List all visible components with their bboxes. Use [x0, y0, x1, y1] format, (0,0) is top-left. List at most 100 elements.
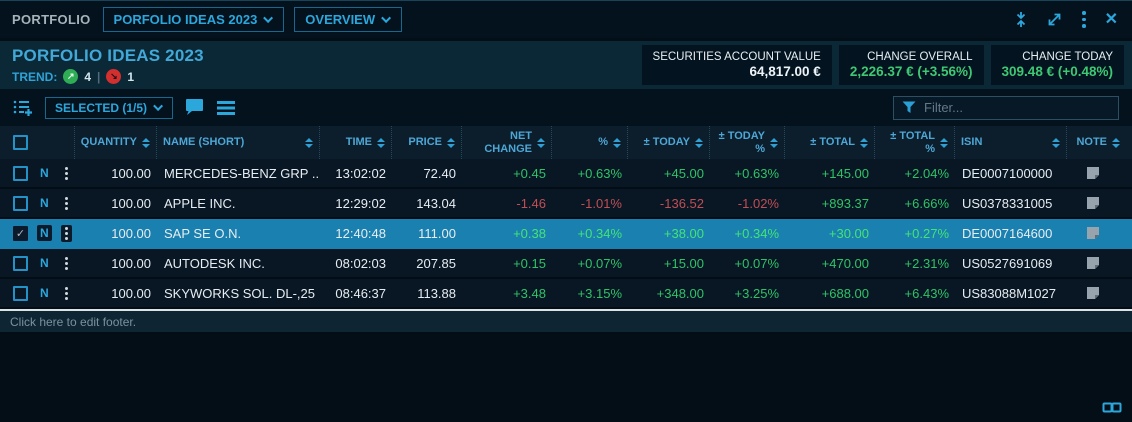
isin-cell: US0527691069: [962, 255, 1053, 271]
isin-cell: US83088M1027: [962, 285, 1056, 301]
table-row[interactable]: N 100.00 AUTODESK INC. 08:02:03 207.85 +…: [0, 249, 1132, 279]
today-cell: +15.00: [663, 255, 704, 271]
total-percent-cell: +2.31%: [904, 255, 949, 271]
col-label: NET CHANGE: [484, 130, 532, 155]
new-flag: N: [40, 196, 49, 210]
col-label: NAME (SHORT): [163, 136, 245, 149]
footer-edit-bar[interactable]: Click here to edit footer.: [0, 309, 1132, 332]
table-body: N 100.00 MERCEDES-BENZ GRP ... 13:02:02 …: [0, 159, 1132, 309]
close-icon[interactable]: ✕: [1104, 10, 1118, 28]
new-flag: N: [40, 256, 49, 270]
name-cell: MERCEDES-BENZ GRP ...: [164, 165, 320, 181]
quantity-cell: 100.00: [111, 225, 151, 241]
stat-label: CHANGE TODAY: [1022, 51, 1113, 63]
note-icon[interactable]: [1086, 166, 1100, 180]
total-percent-cell: +6.43%: [904, 285, 949, 301]
row-controls: N: [0, 189, 75, 217]
table-row[interactable]: N 100.00 APPLE INC. 12:29:02 143.04 -1.4…: [0, 189, 1132, 219]
link-windows-icon[interactable]: [1102, 401, 1122, 414]
stat-account-value: SECURITIES ACCOUNT VALUE 64,817.00 €: [641, 45, 832, 85]
stat-change-today: CHANGE TODAY 309.48 € (+0.48%): [990, 45, 1124, 85]
col-header-total[interactable]: ± TOTAL: [785, 126, 875, 159]
filter-box[interactable]: [893, 95, 1119, 120]
col-header-today[interactable]: ± TODAY: [628, 126, 710, 159]
isin-cell: DE0007164600: [962, 225, 1053, 241]
row-menu-kebab-icon[interactable]: [61, 285, 72, 302]
note-icon[interactable]: [1086, 256, 1100, 270]
selection-dropdown[interactable]: SELECTED (1/5): [45, 96, 174, 119]
net-change-cell: +0.15: [513, 255, 546, 271]
col-header-quantity[interactable]: QUANTITY: [75, 126, 157, 159]
col-header-note[interactable]: NOTE: [1067, 126, 1132, 159]
stat-label: CHANGE OVERALL: [867, 51, 973, 63]
row-checkbox-checked[interactable]: ✓: [13, 225, 28, 241]
row-checkbox[interactable]: [13, 285, 28, 301]
table-row[interactable]: N 100.00 MERCEDES-BENZ GRP ... 13:02:02 …: [0, 159, 1132, 189]
col-header-time[interactable]: TIME: [320, 126, 392, 159]
table-row[interactable]: N 100.00 SKYWORKS SOL. DL-,25 08:46:37 1…: [0, 279, 1132, 309]
row-checkbox[interactable]: [13, 165, 28, 181]
chevron-down-icon: [153, 101, 164, 112]
col-label: ± TODAY: [643, 136, 690, 149]
new-flag: N: [40, 166, 49, 180]
row-menu-kebab-icon[interactable]: [60, 224, 72, 242]
time-cell: 08:02:03: [335, 255, 386, 271]
comment-bubble-icon[interactable]: [184, 98, 205, 117]
note-icon[interactable]: [1086, 196, 1100, 210]
add-position-icon[interactable]: [12, 98, 34, 118]
row-menu-kebab-icon[interactable]: [61, 195, 72, 212]
col-header-isin[interactable]: ISIN: [955, 126, 1067, 159]
collapse-panel-icon[interactable]: [1013, 11, 1029, 28]
total-cell: +470.00: [821, 255, 869, 271]
note-icon[interactable]: [1086, 226, 1100, 240]
view-select-value: OVERVIEW: [305, 12, 376, 27]
layout-list-icon[interactable]: [216, 100, 236, 116]
select-all-cell: [0, 126, 75, 159]
view-select[interactable]: OVERVIEW: [294, 7, 403, 32]
col-header-percent[interactable]: %: [552, 126, 628, 159]
percent-cell: +3.15%: [577, 285, 622, 301]
col-label: PRICE: [408, 136, 442, 149]
today-percent-cell: -1.02%: [737, 195, 779, 211]
col-header-today-percent[interactable]: ± TODAY %: [710, 126, 785, 159]
sort-icon: [860, 137, 868, 148]
today-cell: +45.00: [663, 165, 704, 181]
price-cell: 207.85: [416, 255, 456, 271]
sort-icon: [1112, 137, 1120, 148]
col-label: ± TOTAL %: [890, 130, 935, 155]
table-row-selected[interactable]: ✓ N 100.00 SAP SE O.N. 12:40:48 111.00 +…: [0, 219, 1132, 249]
col-header-price[interactable]: PRICE: [392, 126, 462, 159]
table-toolbar: SELECTED (1/5): [0, 89, 1132, 126]
window-menu-kebab-icon[interactable]: [1080, 11, 1088, 28]
col-header-name[interactable]: NAME (SHORT): [157, 126, 320, 159]
trend-down-icon: ↘: [106, 69, 122, 84]
col-label: NOTE: [1076, 136, 1107, 149]
col-header-net-change[interactable]: NET CHANGE: [462, 126, 552, 159]
col-label: ISIN: [961, 136, 983, 149]
sort-icon: [770, 137, 778, 148]
select-all-checkbox[interactable]: [13, 135, 28, 150]
stat-label: SECURITIES ACCOUNT VALUE: [652, 51, 821, 63]
table-header-row: QUANTITY NAME (SHORT) TIME PRICE NET CHA…: [0, 126, 1132, 159]
window-titlebar: PORTFOLIO PORFOLIO IDEAS 2023 OVERVIEW: [0, 1, 1132, 38]
maximize-icon[interactable]: [1046, 11, 1063, 28]
col-label: QUANTITY: [80, 136, 137, 149]
total-cell: +145.00: [821, 165, 869, 181]
row-controls: N: [0, 159, 75, 187]
row-menu-kebab-icon[interactable]: [61, 165, 72, 182]
sort-icon: [447, 137, 455, 148]
trend-up-icon: ↗: [63, 69, 79, 84]
price-cell: 143.04: [416, 195, 456, 211]
row-checkbox[interactable]: [13, 255, 28, 271]
sort-icon: [613, 137, 621, 148]
total-percent-cell: +2.04%: [904, 165, 949, 181]
sort-icon: [940, 137, 948, 148]
filter-input[interactable]: [924, 100, 1110, 115]
portfolio-select[interactable]: PORFOLIO IDEAS 2023: [102, 7, 285, 32]
row-checkbox[interactable]: [13, 195, 28, 211]
col-header-total-percent[interactable]: ± TOTAL %: [875, 126, 955, 159]
note-icon[interactable]: [1086, 286, 1100, 300]
row-menu-kebab-icon[interactable]: [61, 255, 72, 272]
today-percent-cell: +3.25%: [734, 285, 779, 301]
